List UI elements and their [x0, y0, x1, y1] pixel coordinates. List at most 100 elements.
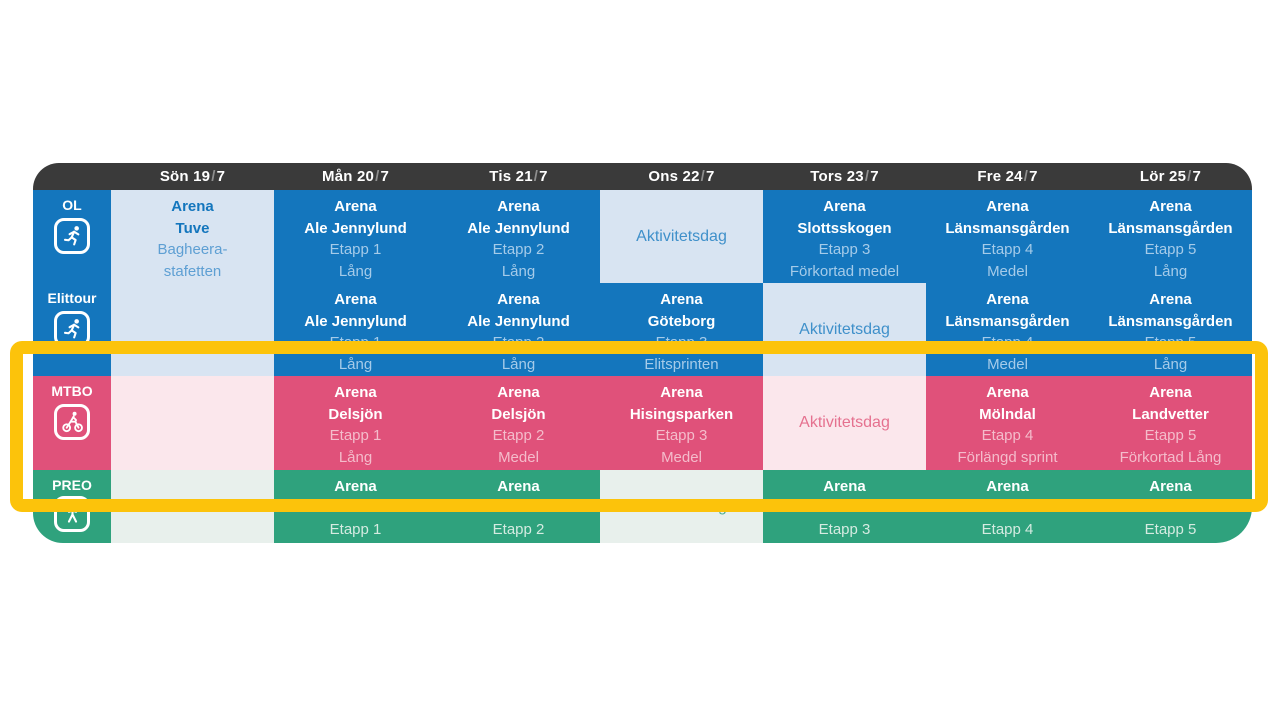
col-header-text: Sön 19	[159, 168, 211, 185]
cell-ol-tis: Arena Ale Jennylund Etapp 2 Lång	[437, 190, 600, 283]
cell-mtbo-lor: Arena Landvetter Etapp 5 Förkortad Lång	[1089, 376, 1252, 470]
cell-line: Etapp 5	[1144, 241, 1197, 258]
cell-line: Aktivitetsdag	[636, 497, 727, 515]
cell-line	[763, 498, 926, 520]
cell-line: Arena	[334, 198, 377, 215]
cell-line: Etapp 3	[818, 521, 871, 538]
row-label-text: PREO	[52, 477, 92, 493]
cell-line: Etapp 3	[818, 241, 871, 258]
col-header-text: Ons 22	[648, 168, 700, 185]
cell-line: Förkortad Lång	[1119, 448, 1222, 466]
cell-preo-tors: Arena Etapp 3	[763, 470, 926, 543]
cell-line: Elitsprinten	[644, 355, 719, 373]
cell-line: Etapp 4	[981, 241, 1034, 258]
cell-line: Arena	[1149, 198, 1192, 215]
cell-line: Ale Jennylund	[304, 312, 407, 330]
cell-line: Etapp 4	[981, 521, 1034, 538]
cell-line: Landvetter	[1132, 405, 1209, 423]
cell-line: Länsmansgården	[945, 219, 1070, 237]
schedule-table: Sön 19/7 Mån 20/7 Tis 21/7 Ons 22/7 Tors…	[33, 163, 1252, 543]
cell-line: Etapp 1	[329, 334, 382, 351]
person-icon	[54, 496, 90, 532]
cell-line: Medel	[987, 355, 1028, 373]
cell-elittour-tors: Aktivitetsdag	[763, 283, 926, 376]
label-column-blue: OL Elittour	[33, 190, 111, 376]
col-header-man-20-7: Mån 20/7	[274, 163, 437, 190]
cell-ol-tors: Arena Slottsskogen Etapp 3 Förkortad medel	[763, 190, 926, 283]
cell-line: Arena	[986, 478, 1029, 495]
cell-line: Arena	[823, 478, 866, 495]
cell-line: Etapp 2	[492, 521, 545, 538]
cell-line: Arena	[1149, 384, 1192, 401]
cell-line: Delsjön	[328, 405, 383, 423]
cells-blue: Arena Tuve Bagheera-stafetten Arena Ale Jen…	[111, 190, 1252, 376]
row-label-mtbo: MTBO	[33, 376, 111, 470]
date-slash: /	[375, 168, 380, 185]
cell-line: Etapp 1	[329, 521, 382, 538]
cell-line: Förkortad medel	[789, 262, 900, 280]
cell-line: Länsmansgården	[945, 312, 1070, 330]
cell-line: Länsmansgården	[1108, 312, 1233, 330]
cell-line: Etapp 5	[1144, 521, 1197, 538]
date-slash: /	[864, 168, 870, 185]
cell-line	[926, 498, 1089, 520]
cell-line	[437, 498, 600, 520]
col-header-tors-23-7: Tors 23/7	[763, 163, 926, 190]
cell-line: Medel	[987, 262, 1028, 280]
cell-line: Etapp 1	[329, 427, 382, 444]
cell-line: Lång	[1153, 262, 1188, 280]
cell-line: Etapp 4	[981, 427, 1034, 444]
section-ol-elittour: OL Elittour	[33, 190, 1252, 376]
cell-line: Arena	[497, 384, 540, 401]
cell-line: Etapp 2	[492, 427, 545, 444]
col-header-month: 7	[870, 168, 879, 185]
label-column-pink: MTBO	[33, 376, 111, 470]
runner-icon	[54, 311, 90, 347]
cell-line: Lång	[338, 448, 373, 466]
col-header-tis-21-7: Tis 21/7	[437, 163, 600, 190]
cell-line: Aktivitetsdag	[799, 414, 890, 432]
cell-line: Arena	[334, 478, 377, 495]
cell-preo-fre: Arena Etapp 4	[926, 470, 1089, 543]
col-header-lor-25-7: Lör 25/7	[1089, 163, 1252, 190]
col-header-ons-22-7: Ons 22/7	[600, 163, 763, 190]
cell-preo-ons: Aktivitetsdag	[600, 470, 763, 543]
cell-line: Arena	[986, 198, 1029, 215]
cell-elittour-ons: Arena Göteborg Etapp 3 Elitsprinten	[600, 283, 763, 376]
cell-line: Arena	[660, 291, 703, 308]
cell-mtbo-ons: Arena Hisingsparken Etapp 3 Medel	[600, 376, 763, 470]
cell-mtbo-son	[111, 376, 274, 470]
row-label-elittour: Elittour	[33, 283, 111, 376]
section-preo: PREO Arena Etapp 1 Arena Etapp 2 Aktivitet…	[33, 470, 1252, 543]
cell-line: Bagheera-	[157, 241, 228, 258]
cell-ol-ons: Aktivitetsdag	[600, 190, 763, 283]
cell-ol-son: Arena Tuve Bagheera-stafetten	[111, 190, 274, 376]
cell-line: Slottsskogen	[797, 219, 892, 237]
col-header-text: Tors 23	[810, 168, 864, 185]
cell-ol-man: Arena Ale Jennylund Etapp 1 Lång	[274, 190, 437, 283]
col-header-month: 7	[1192, 168, 1202, 185]
cell-line: Arena	[986, 384, 1029, 401]
cell-line: Arena	[497, 198, 540, 215]
col-header-month: 7	[216, 168, 226, 185]
cell-line: Etapp 1	[329, 241, 382, 258]
row-label-text: OL	[62, 197, 82, 213]
col-header-text: Fre 24	[977, 168, 1023, 185]
cell-line: Lång	[1153, 355, 1188, 373]
cell-line: Aktivitetsdag	[799, 320, 890, 338]
cell-line: Arena	[660, 384, 703, 401]
row-label-preo: PREO	[33, 470, 111, 543]
cell-line: Lång	[338, 262, 373, 280]
date-slash: /	[1023, 168, 1029, 185]
cell-preo-son	[111, 470, 274, 543]
cell-line: Lång	[501, 355, 536, 373]
row-label-text: Elittour	[47, 290, 97, 306]
col-header-text: Lör 25	[1139, 168, 1187, 185]
cell-preo-tis: Arena Etapp 2	[437, 470, 600, 543]
cell-preo-lor: Arena Etapp 5	[1089, 470, 1252, 543]
col-header-month: 7	[1029, 168, 1038, 185]
cell-line: Arena	[1149, 478, 1192, 495]
cell-line: stafetten	[163, 262, 222, 280]
table-header-row: Sön 19/7 Mån 20/7 Tis 21/7 Ons 22/7 Tors…	[33, 163, 1252, 190]
